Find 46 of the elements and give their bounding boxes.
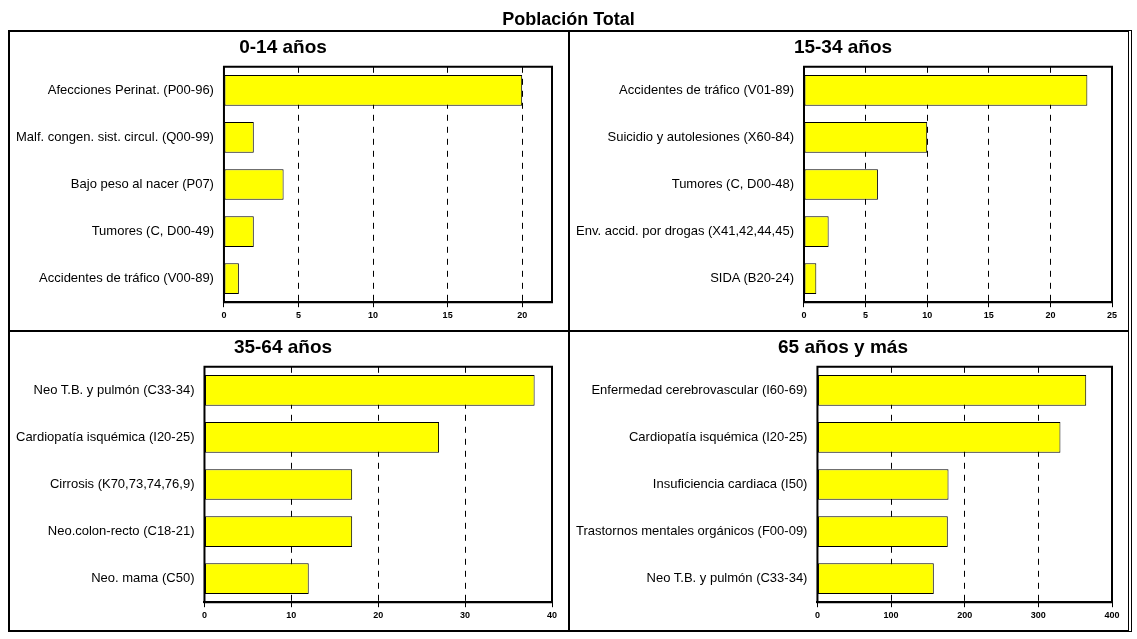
y-tick-label: Neo.colon-recto (C18-21) [47, 523, 195, 539]
y-tick-label: Tumores (C, D00-48) [671, 176, 794, 192]
x-tick-label: 0 [221, 310, 227, 321]
y-tick-label: Enfermedad cerebrovascular (I60-69) [591, 381, 808, 397]
x-tick-label: 0 [801, 310, 807, 321]
x-tick-label: 20 [1045, 310, 1056, 321]
x-tick-label: 10 [368, 310, 379, 321]
x-tick-label: 15 [983, 310, 994, 321]
text: Población Total [502, 9, 635, 29]
y-tick-label: Cirrosis (K70,73,74,76,9) [49, 476, 195, 492]
x-tick-label: 5 [296, 310, 302, 321]
x-tick-label: 15 [442, 310, 453, 321]
y-tick-label: Neo T.B. y pulmón (C33-34) [33, 381, 195, 397]
x-tick-label: 30 [460, 610, 471, 621]
x-tick-label: 100 [883, 610, 899, 621]
y-tick-label: Tumores (C, D00-49) [91, 223, 214, 239]
y-tick-label: Insuficiencia cardiaca (I50) [652, 476, 808, 492]
chart-title: 15-34 años [793, 35, 893, 57]
x-tick-label: 25 [1106, 310, 1118, 321]
y-tick-label: Accidentes de tráfico (V01-89) [619, 81, 794, 97]
x-tick-label: 5 [863, 310, 869, 321]
x-tick-label: 200 [957, 610, 973, 621]
y-tick-label: SIDA (B20-24) [710, 270, 794, 286]
y-tick-label: Neo T.B. y pulmón (C33-34) [646, 570, 808, 586]
y-tick-label: Trastornos mentales orgánicos (F00-09) [576, 523, 808, 539]
x-tick-label: 10 [286, 610, 297, 621]
y-tick-label: Cardiopatía isquémica (I20-25) [628, 429, 808, 444]
y-tick-label: Bajo peso al nacer (P07) [70, 176, 214, 192]
y-tick-label: Suicidio y autolesiones (X60-84) [607, 129, 794, 144]
x-tick-label: 300 [1030, 610, 1046, 621]
x-tick-label: 40 [546, 610, 558, 621]
x-tick-label: 10 [922, 310, 933, 321]
chart-title: 35-64 años [233, 335, 333, 357]
y-tick-label: Afecciones Perinat. (P00-96) [47, 81, 214, 97]
x-tick-label: 20 [517, 310, 528, 321]
x-tick-label: 20 [373, 610, 384, 621]
x-tick-label: 0 [814, 610, 820, 621]
y-tick-label: Neo. mama (C50) [91, 570, 195, 586]
chart-title: 0-14 años [239, 35, 327, 57]
x-tick-label: 0 [201, 610, 207, 621]
y-tick-label: Env. accid. por drogas (X41,42,44,45) [576, 223, 794, 239]
chart-title: 65 años y más [778, 335, 908, 357]
y-tick-label: Cardiopatía isquémica (I20-25) [15, 429, 195, 444]
y-tick-label: Accidentes de tráfico (V00-89) [39, 270, 214, 286]
y-tick-label: Malf. congen. sist. circul. (Q00-99) [15, 129, 214, 144]
x-tick-label: 400 [1104, 610, 1120, 621]
